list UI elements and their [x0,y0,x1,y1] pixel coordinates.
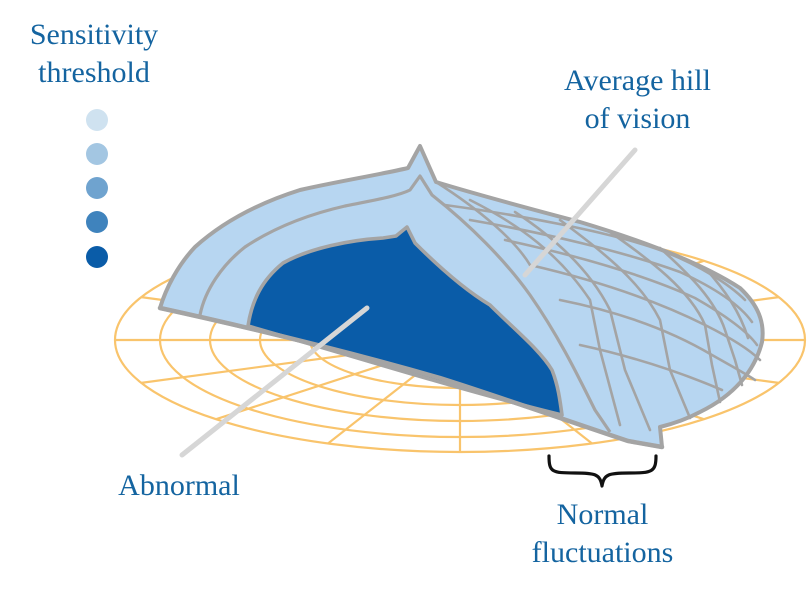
average-hill-label-line2: of vision [584,101,691,135]
legend-dot-level-4 [86,211,108,233]
abnormal-region [246,225,564,417]
normal-fluctuations-line1: Normal [556,498,649,531]
average-hill-label-line1: Average hill [564,64,711,97]
abnormal-label: Abnormal [118,469,240,502]
legend-dot-level-5 [86,246,108,268]
legend-dot-level-1 [86,109,108,131]
hill-contour-outer [198,174,612,433]
average-hill-label: Average hill of vision [545,62,730,137]
legend-dot-level-3 [86,177,108,199]
hill-mesh [434,180,762,432]
legend-title: Sensitivity threshold [14,16,174,91]
hill-pointer-line [522,147,638,278]
legend-title-line2: threshold [38,55,150,89]
normal-fluctuations-line2: fluctuations [531,535,674,569]
hill-cut-edge [157,305,665,450]
normal-fluctuations-brace [547,454,658,488]
legend-title-line1: Sensitivity [29,18,159,51]
abnormal-pointer-line [179,305,370,458]
normal-fluctuations-label: Normal fluctuations [510,496,695,571]
legend-dot-level-2 [86,143,108,165]
